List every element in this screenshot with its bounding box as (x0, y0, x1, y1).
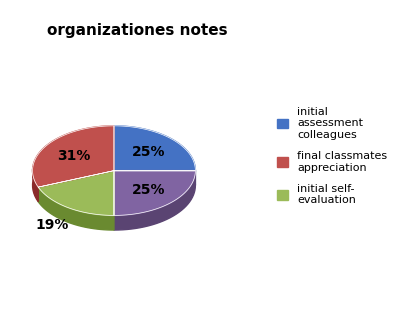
Polygon shape (114, 171, 195, 215)
Polygon shape (38, 187, 114, 230)
Text: 19%: 19% (35, 218, 69, 232)
Text: 25%: 25% (132, 145, 165, 159)
Polygon shape (38, 171, 114, 215)
Legend: initial
assessment
colleagues, final classmates
appreciation, initial self-
eval: initial assessment colleagues, final cla… (277, 107, 387, 205)
Polygon shape (114, 171, 195, 230)
Polygon shape (33, 166, 38, 202)
Text: organizationes notes: organizationes notes (47, 23, 228, 38)
Polygon shape (33, 126, 114, 187)
Polygon shape (114, 126, 195, 171)
Text: 31%: 31% (57, 149, 90, 162)
Text: 25%: 25% (132, 183, 165, 197)
